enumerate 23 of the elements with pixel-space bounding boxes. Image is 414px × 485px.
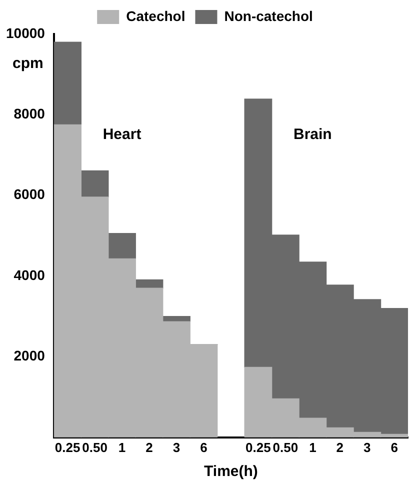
x-tick-label: 1 <box>118 440 126 455</box>
x-tick-label: 1 <box>309 440 316 455</box>
y-tick-label: 6000 <box>14 186 46 202</box>
x-tick-label: 0.25 <box>246 440 271 455</box>
y-axis-title: cpm <box>12 55 44 72</box>
annotation: Heart <box>102 126 142 143</box>
y-tick-label: 2000 <box>14 348 46 364</box>
legend-label: Catechol <box>126 8 186 24</box>
y-tick-label: 10000 <box>6 24 46 41</box>
x-tick-label: 2 <box>146 440 153 455</box>
x-tick-label: 3 <box>364 440 371 455</box>
x-axis-title: Time(h) <box>204 463 258 480</box>
x-tick-label: 0.50 <box>82 440 108 455</box>
x-tick-label: 6 <box>390 440 398 455</box>
annotation: Brain <box>294 126 332 143</box>
x-tick-label: 0.50 <box>272 440 298 455</box>
x-tick-label: 3 <box>172 440 180 455</box>
y-tick-label: 4000 <box>14 266 46 283</box>
legend-label: Non-catechol <box>224 8 313 24</box>
x-tick-label: 0.25 <box>54 440 80 455</box>
y-tick-label: 8000 <box>14 106 46 122</box>
x-tick-label: 6 <box>200 440 208 455</box>
x-tick-label: 2 <box>336 440 344 455</box>
